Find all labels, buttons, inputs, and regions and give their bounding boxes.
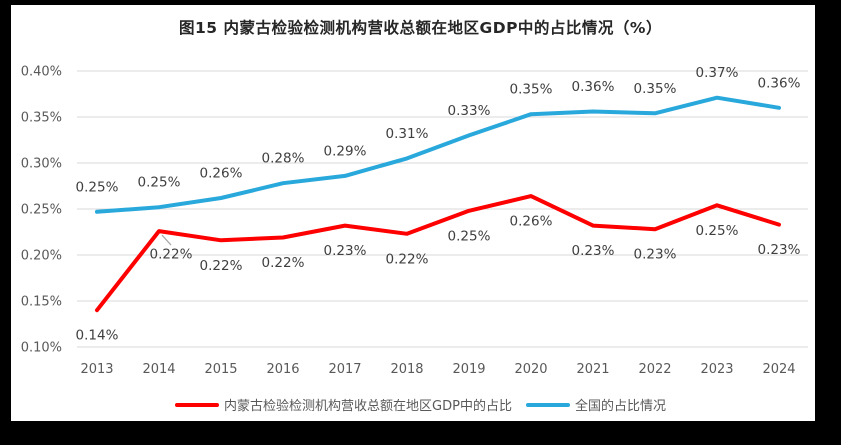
y-axis-tick-label: 0.25% [21,203,62,218]
legend-label-inner-mongolia: 内蒙古检验检测机构营收总额在地区GDP中的占比 [224,399,512,414]
y-axis-tick-label: 0.35% [21,111,62,126]
x-axis-tick-label: 2023 [700,362,733,377]
inner-mongolia-data-label: 0.22% [262,255,305,271]
national-data-label: 0.35% [634,81,677,97]
national-data-label: 0.31% [386,126,429,142]
x-axis-tick-label: 2018 [390,362,423,377]
inner-mongolia-data-label: 0.25% [696,223,739,239]
legend-item-inner-mongolia: 内蒙古检验检测机构营收总额在地区GDP中的占比 [175,395,512,414]
inner-mongolia-data-label: 0.23% [634,247,677,263]
legend-item-national: 全国的占比情况 [525,395,666,414]
y-axis-tick-label: 0.10% [21,341,62,356]
x-axis-tick-label: 2014 [142,362,175,377]
legend-label-national: 全国的占比情况 [574,399,666,414]
inner-mongolia-data-label: 0.26% [510,214,553,230]
x-axis-tick-label: 2024 [762,362,795,377]
national-data-label: 0.35% [510,82,553,98]
chart-background [11,5,815,421]
inner-mongolia-data-label: 0.23% [572,243,615,259]
x-axis-tick-label: 2021 [576,362,609,377]
y-axis-tick-label: 0.15% [21,295,62,310]
x-axis-tick-label: 2020 [514,362,547,377]
inner-mongolia-data-label: 0.22% [386,251,429,267]
chart-title: 图15 内蒙古检验检测机构营收总额在地区GDP中的占比情况（%） [179,19,662,37]
x-axis-tick-label: 2022 [638,362,671,377]
chart-legend: 内蒙古检验检测机构营收总额在地区GDP中的占比 全国的占比情况 [0,395,841,414]
national-data-label: 0.36% [572,79,615,95]
data-label-leader-line [161,234,172,246]
y-axis-tick-label: 0.30% [21,157,62,172]
inner-mongolia-data-label: 0.22% [150,247,193,263]
national-data-label: 0.28% [262,151,305,167]
x-axis-tick-label: 2016 [266,362,299,377]
inner-mongolia-data-label: 0.25% [448,228,491,244]
national-data-label: 0.25% [76,179,119,195]
inner-mongolia-data-label: 0.22% [200,258,243,274]
national-data-label: 0.37% [696,65,739,81]
national-data-label: 0.25% [138,175,181,191]
y-axis-tick-label: 0.20% [21,249,62,264]
inner-mongolia-data-label: 0.23% [758,242,801,258]
blue-line-swatch-icon [525,402,570,407]
x-axis-tick-label: 2013 [80,362,113,377]
national-data-label: 0.33% [448,103,491,119]
x-axis-tick-label: 2017 [328,362,361,377]
y-axis-tick-label: 0.40% [21,65,62,80]
national-data-label: 0.36% [758,75,801,91]
national-data-label: 0.29% [324,143,367,159]
x-axis-tick-label: 2019 [452,362,485,377]
red-line-swatch-icon [175,402,220,407]
inner-mongolia-line [95,194,781,313]
x-axis-tick-label: 2015 [204,362,237,377]
national-data-label: 0.26% [200,165,243,181]
inner-mongolia-data-label: 0.14% [76,328,119,344]
national-line [95,95,781,214]
inner-mongolia-data-label: 0.23% [324,243,367,259]
